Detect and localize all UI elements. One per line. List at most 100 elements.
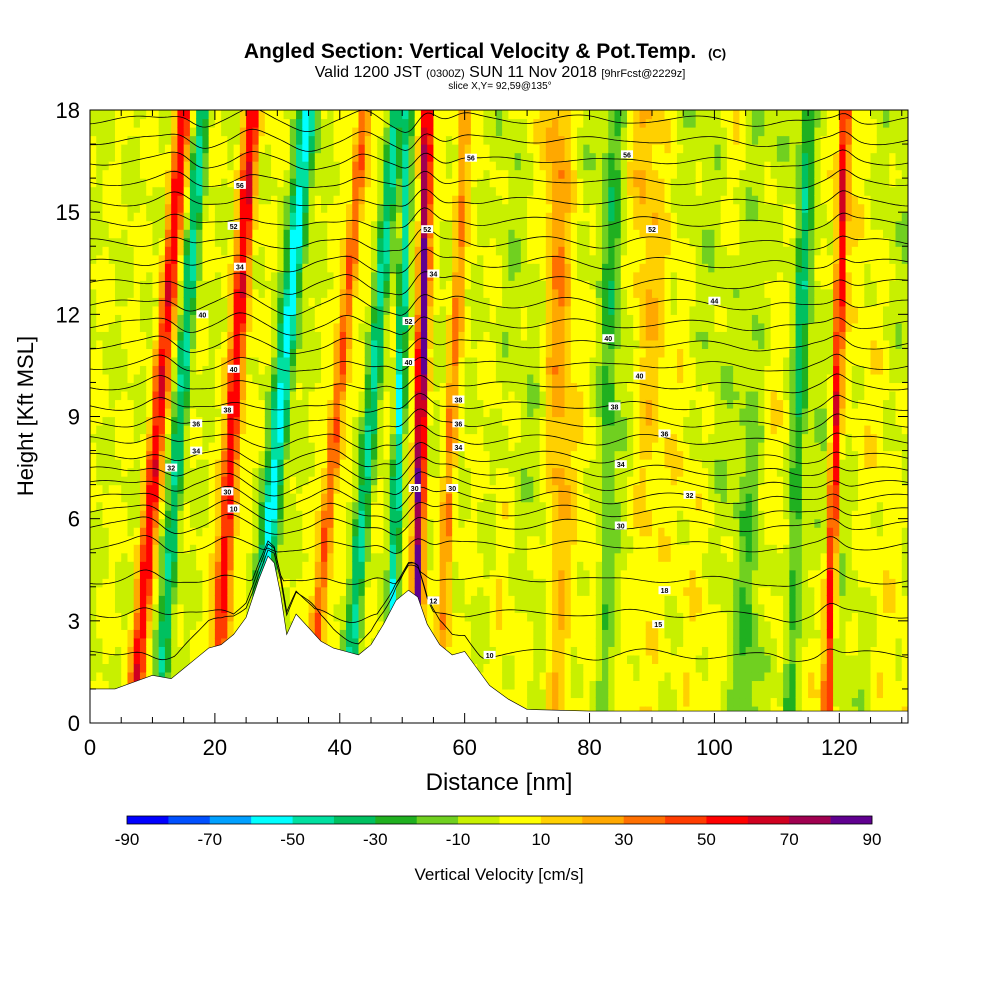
velocity-cell <box>389 544 397 554</box>
velocity-cell <box>408 288 416 298</box>
velocity-cell <box>121 510 129 520</box>
velocity-cell <box>433 442 441 452</box>
velocity-cell <box>389 280 397 290</box>
velocity-cell <box>333 603 341 613</box>
velocity-cell <box>258 203 266 213</box>
velocity-cell <box>127 569 135 579</box>
velocity-cell <box>502 493 509 503</box>
velocity-cell <box>208 365 216 375</box>
velocity-cell <box>508 118 516 128</box>
velocity-cell <box>346 203 353 213</box>
velocity-cell <box>114 212 122 222</box>
velocity-cell <box>196 152 203 162</box>
velocity-cell <box>289 186 297 196</box>
velocity-cell <box>258 305 266 315</box>
velocity-cell <box>289 459 297 469</box>
velocity-cell <box>139 518 147 528</box>
velocity-cell <box>214 373 222 384</box>
velocity-cell <box>439 186 447 196</box>
velocity-cell <box>214 569 222 579</box>
velocity-cell <box>408 425 416 435</box>
velocity-cell <box>333 493 341 503</box>
velocity-cell <box>139 595 147 605</box>
velocity-cell <box>321 110 328 120</box>
velocity-cell <box>121 280 129 290</box>
velocity-cell <box>114 578 122 588</box>
velocity-cell <box>308 203 316 213</box>
velocity-cell <box>139 212 147 222</box>
velocity-cell <box>202 127 210 137</box>
velocity-cell <box>296 135 303 145</box>
velocity-cell <box>277 118 285 128</box>
velocity-cell <box>289 331 297 341</box>
velocity-cell <box>321 467 328 477</box>
velocity-cell <box>495 629 503 639</box>
velocity-cell <box>402 442 410 452</box>
velocity-cell <box>433 169 441 179</box>
velocity-cell <box>445 339 453 349</box>
velocity-cell <box>233 169 241 179</box>
velocity-cell <box>520 688 528 699</box>
velocity-cell <box>308 544 316 554</box>
velocity-cell <box>177 399 185 409</box>
velocity-cell <box>152 629 160 639</box>
velocity-cell <box>233 280 241 290</box>
velocity-cell <box>333 305 341 315</box>
velocity-cell <box>152 654 160 664</box>
velocity-cell <box>296 220 303 230</box>
velocity-cell <box>246 229 253 239</box>
velocity-cell <box>352 416 360 426</box>
velocity-cell <box>477 501 484 511</box>
velocity-cell <box>408 348 416 358</box>
velocity-cell <box>127 297 135 307</box>
velocity-cell <box>427 450 435 460</box>
velocity-cell <box>402 493 410 503</box>
velocity-cell <box>139 561 147 571</box>
velocity-cell <box>202 535 210 545</box>
velocity-cell <box>364 552 372 562</box>
velocity-cell <box>483 212 491 222</box>
velocity-cell <box>408 237 416 247</box>
velocity-cell <box>271 433 278 443</box>
velocity-cell <box>327 586 335 596</box>
velocity-cell <box>102 263 110 273</box>
velocity-cell <box>171 663 179 673</box>
velocity-cell <box>296 476 303 486</box>
velocity-cell <box>358 476 366 486</box>
velocity-cell <box>296 425 303 435</box>
velocity-cell <box>346 476 353 486</box>
velocity-cell <box>389 459 397 469</box>
velocity-cell <box>408 110 416 120</box>
velocity-cell <box>177 629 185 639</box>
velocity-cell <box>433 484 441 494</box>
velocity-cell <box>439 442 447 452</box>
velocity-cell <box>108 527 116 537</box>
velocity-cell <box>483 535 491 545</box>
velocity-cell <box>252 552 260 562</box>
velocity-cell <box>289 348 297 358</box>
velocity-cell <box>327 195 335 205</box>
velocity-cell <box>458 271 466 281</box>
velocity-cell <box>445 246 453 256</box>
velocity-cell <box>146 544 154 554</box>
velocity-cell <box>470 339 478 349</box>
velocity-cell <box>352 603 360 613</box>
velocity-cell <box>327 416 335 426</box>
velocity-cell <box>127 365 135 375</box>
velocity-cell <box>502 459 509 469</box>
velocity-cell <box>402 263 410 273</box>
velocity-cell <box>133 356 141 367</box>
velocity-cell <box>495 595 503 605</box>
velocity-cell <box>90 416 97 426</box>
velocity-cell <box>495 484 503 494</box>
velocity-cell <box>321 118 328 128</box>
velocity-cell <box>346 578 353 588</box>
velocity-cell <box>296 459 303 469</box>
velocity-cell <box>352 322 360 332</box>
velocity-cell <box>358 637 366 647</box>
velocity-cell <box>139 263 147 273</box>
velocity-cell <box>258 237 266 247</box>
velocity-cell <box>264 178 272 188</box>
velocity-cell <box>308 271 316 281</box>
velocity-cell <box>289 144 297 154</box>
